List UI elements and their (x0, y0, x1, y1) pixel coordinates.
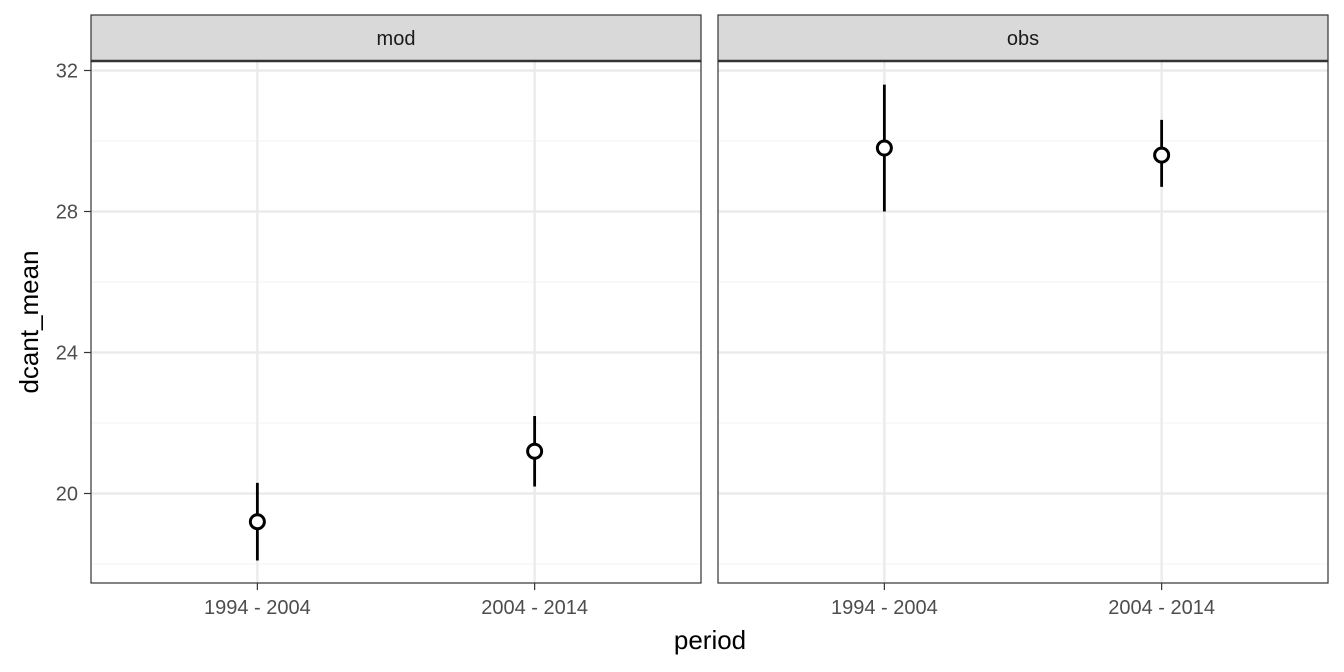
point-marker (248, 513, 266, 531)
y-axis: 20 24 28 32 (56, 61, 91, 506)
x-tick-label: 2004 - 2014 (1108, 597, 1215, 619)
point-marker (526, 442, 544, 460)
y-tick-label: 28 (56, 202, 78, 224)
facet-strip (90, 14, 702, 62)
y-axis-title: dcant_mean (14, 250, 44, 393)
facet-panels: mod 1994 - 2004 2004 - 2014 obs 1994 - 2004 2… (90, 14, 1329, 619)
data-point-mod-1 (248, 482, 266, 561)
facet-strip (717, 14, 1329, 62)
x-tick-label: 2004 - 2014 (481, 597, 588, 619)
facet-label-mod: mod (377, 28, 416, 50)
panel-background (718, 61, 1328, 583)
data-point-obs-1 (875, 84, 893, 212)
x-tick-label: 1994 - 2004 (204, 597, 311, 619)
y-tick-label: 20 (56, 484, 78, 506)
x-tick-label: 1994 - 2004 (831, 597, 938, 619)
data-point-mod-2 (526, 415, 544, 487)
data-point-obs-2 (1153, 119, 1171, 187)
point-marker (1153, 146, 1171, 164)
y-tick-label: 32 (56, 61, 78, 83)
panel-background (91, 61, 701, 583)
facet-label-obs: obs (1007, 28, 1039, 50)
facet-panel-mod: mod 1994 - 2004 2004 - 2014 (90, 14, 702, 619)
facet-panel-obs: obs 1994 - 2004 2004 - 2014 (717, 14, 1329, 619)
y-tick-label: 24 (56, 343, 78, 365)
x-axis-title: period (674, 625, 746, 655)
point-marker (875, 139, 893, 157)
